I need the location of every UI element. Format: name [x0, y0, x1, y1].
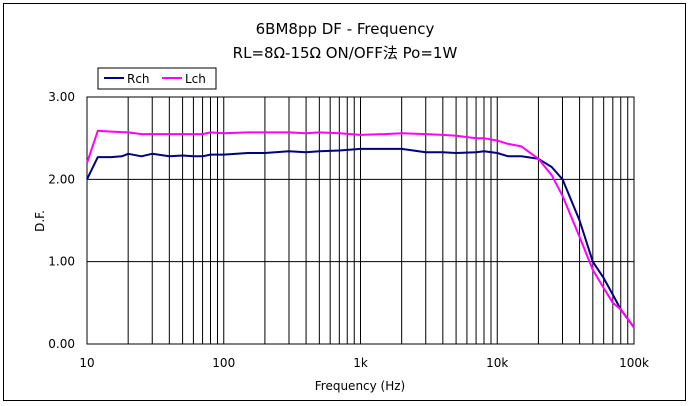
- series-layer: [86, 129, 635, 329]
- chart-title: 6BM8pp DF - Frequency: [256, 20, 435, 38]
- y-tick-label: 1.00: [48, 255, 75, 269]
- y-tick-label: 2.00: [48, 172, 75, 186]
- x-tick-label: 100k: [619, 356, 649, 370]
- y-axis-label: D.F.: [33, 210, 47, 232]
- x-tick-label: 10: [79, 356, 94, 370]
- x-tick-label: 100: [212, 356, 235, 370]
- plot-area-border: [86, 96, 635, 345]
- x-tick-label: 10k: [486, 356, 508, 370]
- legend-label-lch: Lch: [185, 72, 206, 86]
- y-tick-label: 3.00: [48, 90, 75, 104]
- x-tick-label: 1k: [353, 356, 368, 370]
- series-line-lch: [86, 129, 635, 329]
- chart-subtitle: RL=8Ω-15Ω ON/OFF法 Po=1W: [233, 44, 458, 62]
- tick-labels: 10 100 1k 10k 100k 0.00 1.00 2.00 3.00: [48, 90, 649, 370]
- grid: [87, 97, 634, 344]
- legend: Rch Lch: [97, 67, 217, 90]
- legend-label-rch: Rch: [127, 72, 150, 86]
- x-axis-label: Frequency (Hz): [315, 379, 406, 393]
- legend-box: [97, 67, 217, 90]
- y-tick-label: 0.00: [48, 337, 75, 351]
- series-line-rch: [86, 147, 635, 329]
